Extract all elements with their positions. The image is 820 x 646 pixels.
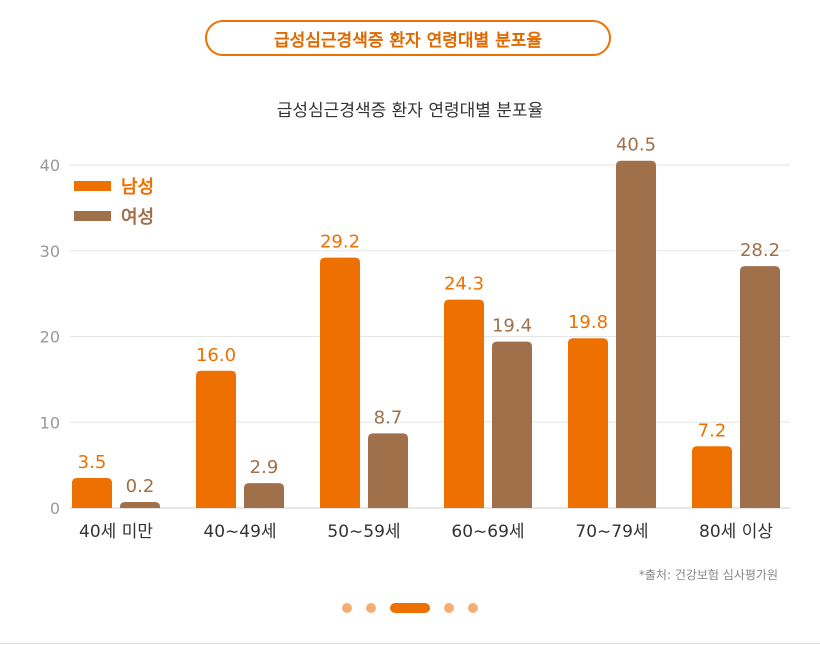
pagination-dot[interactable]: [468, 603, 478, 613]
x-tick-label: 60∼69세: [451, 522, 524, 542]
chart-title: 급성심근경색증 환자 연령대별 분포율: [276, 101, 544, 121]
y-tick-label: 30: [40, 242, 60, 261]
data-label: 0.2: [126, 476, 155, 497]
bar: [444, 299, 484, 508]
data-label: 16.0: [196, 345, 236, 366]
pagination-dot-active[interactable]: [390, 603, 430, 613]
bar: [120, 502, 160, 508]
bar: [616, 160, 656, 508]
pill-title-text: 급성심근경색증 환자 연령대별 분포율: [274, 30, 542, 51]
pagination-dot[interactable]: [444, 603, 454, 613]
legend-label: 남성: [121, 177, 154, 198]
data-label: 8.7: [374, 407, 403, 428]
data-label: 2.9: [250, 457, 279, 478]
y-tick-label: 20: [40, 328, 60, 347]
pagination-dots: [0, 603, 820, 613]
data-label: 24.3: [444, 274, 484, 295]
pagination-dot[interactable]: [342, 603, 352, 613]
source-note: *출처: 건강보험 심사평가원: [638, 568, 778, 582]
data-label: 3.5: [78, 452, 107, 473]
y-tick-label: 0: [50, 499, 60, 518]
data-label: 19.4: [492, 316, 532, 337]
legend-swatch: [74, 211, 111, 221]
bar: [244, 483, 284, 508]
bar-chart: 0 10 20 30 40 3.5 16.0 29.2 24.3 19.8 7.2 0.2 2.9 8.7…: [40, 135, 790, 542]
bar: [72, 477, 112, 508]
data-label: 28.2: [740, 240, 780, 261]
x-tick-label: 50∼59세: [327, 522, 400, 542]
data-label: 40.5: [616, 135, 656, 156]
x-tick-label: 70∼79세: [575, 522, 648, 542]
bar: [196, 370, 236, 508]
pagination-dot[interactable]: [366, 603, 376, 613]
x-tick-label: 40세 미만: [79, 522, 153, 542]
bar: [492, 341, 532, 508]
bar: [692, 446, 732, 508]
bottom-divider: [0, 643, 820, 644]
x-tick-label: 40∼49세: [203, 522, 276, 542]
bar: [740, 266, 780, 508]
data-label: 19.8: [568, 312, 608, 333]
bar: [320, 257, 360, 508]
chart-title-pill: 급성심근경색증 환자 연령대별 분포율: [205, 20, 611, 56]
y-tick-label: 10: [40, 413, 60, 432]
legend-swatch: [74, 181, 111, 191]
bar: [368, 433, 408, 508]
y-tick-label: 40: [40, 156, 60, 175]
data-label: 7.2: [698, 420, 727, 441]
data-label: 29.2: [320, 232, 360, 253]
legend-label: 여성: [121, 207, 154, 228]
x-tick-label: 80세 이상: [699, 522, 773, 542]
bar: [568, 338, 608, 508]
